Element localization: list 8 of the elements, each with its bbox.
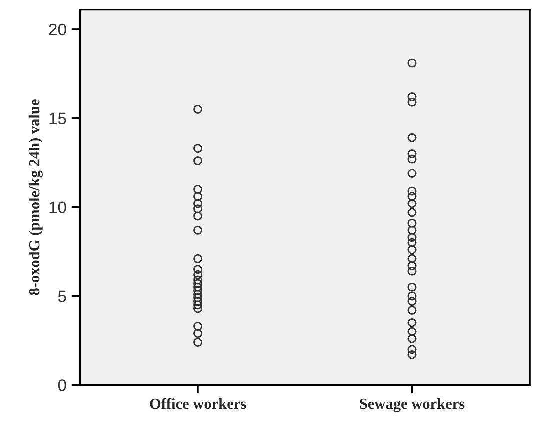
y-tick-label: 20	[49, 24, 66, 36]
x-tick-label: Office workers	[150, 398, 246, 410]
y-tick-label: 5	[58, 290, 66, 302]
y-tick-label: 15	[50, 112, 66, 125]
y-tick-label: 10	[50, 202, 66, 214]
y-tick-label: 0	[58, 380, 66, 392]
y-axis-title: 8-oxodG (pmole/kg 24h) value	[28, 100, 43, 296]
x-tick-label: Sewage workers	[360, 398, 465, 412]
